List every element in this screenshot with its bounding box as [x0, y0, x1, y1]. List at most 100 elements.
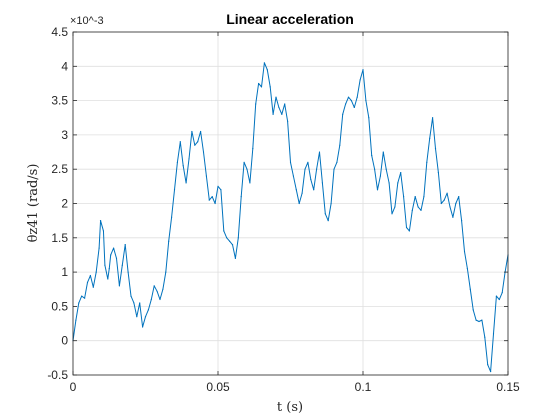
data-point — [229, 241, 230, 242]
data-point — [93, 287, 94, 288]
data-point — [130, 296, 131, 297]
data-point — [299, 203, 300, 204]
data-point — [139, 302, 140, 303]
data-point — [110, 254, 111, 255]
data-point — [333, 169, 334, 170]
data-point — [96, 272, 97, 273]
data-point — [203, 151, 204, 152]
data-point — [420, 210, 421, 211]
data-point — [151, 299, 152, 300]
data-point — [215, 203, 216, 204]
data-point — [351, 100, 352, 101]
data-point — [220, 189, 221, 190]
data-point — [302, 193, 303, 194]
data-point — [455, 203, 456, 204]
data-point — [142, 326, 143, 327]
data-point — [345, 103, 346, 104]
data-point — [426, 162, 427, 163]
data-point — [400, 172, 401, 173]
x-tick-label: 0.05 — [206, 380, 230, 394]
data-point — [177, 162, 178, 163]
data-point — [449, 206, 450, 207]
data-point — [255, 103, 256, 104]
data-point — [100, 220, 101, 221]
data-point — [296, 189, 297, 190]
x-tick-label: 0.15 — [496, 380, 520, 394]
data-point — [119, 285, 120, 286]
data-point — [409, 230, 410, 231]
data-point — [331, 203, 332, 204]
data-point — [487, 364, 488, 365]
data-point — [441, 203, 442, 204]
data-point — [235, 258, 236, 259]
data-point — [371, 155, 372, 156]
data-point — [217, 186, 218, 187]
data-point — [348, 97, 349, 98]
data-point — [261, 86, 262, 87]
data-point — [423, 196, 424, 197]
data-point — [128, 272, 129, 273]
data-point — [78, 302, 79, 303]
data-point — [81, 296, 82, 297]
data-point — [313, 189, 314, 190]
data-point — [397, 182, 398, 183]
data-point — [145, 316, 146, 317]
data-point — [87, 282, 88, 283]
data-point — [368, 117, 369, 118]
data-point — [374, 169, 375, 170]
data-point — [496, 296, 497, 297]
data-point — [484, 337, 485, 338]
data-point — [412, 210, 413, 211]
data-point — [360, 79, 361, 80]
data-point — [186, 182, 187, 183]
y-tick-label: 2.5 — [51, 162, 68, 176]
data-point — [377, 189, 378, 190]
data-point — [365, 100, 366, 101]
data-point — [223, 230, 224, 231]
data-point — [481, 320, 482, 321]
data-point — [200, 131, 201, 132]
data-point — [238, 237, 239, 238]
data-point — [380, 175, 381, 176]
data-point — [125, 244, 126, 245]
data-point — [493, 333, 494, 334]
data-point — [191, 131, 192, 132]
data-point — [339, 145, 340, 146]
data-point — [241, 196, 242, 197]
data-point — [461, 220, 462, 221]
y-tick-label: 4 — [61, 59, 68, 73]
data-point — [406, 227, 407, 228]
data-point — [490, 371, 491, 372]
data-point — [162, 289, 163, 290]
data-point — [258, 83, 259, 84]
data-point — [174, 189, 175, 190]
y-axis-label: θz41 (rad/s) — [26, 164, 41, 243]
data-point — [467, 268, 468, 269]
data-point — [478, 321, 479, 322]
y-tick-label: -0.5 — [47, 368, 68, 382]
data-point — [394, 206, 395, 207]
y-tick-label: 3.5 — [51, 94, 68, 108]
data-point — [270, 86, 271, 87]
data-point — [113, 247, 114, 248]
y-tick-label: 3 — [61, 128, 68, 142]
data-point — [104, 265, 105, 266]
y-axis-exponent-label: ×10^-3 — [70, 15, 104, 27]
data-point — [84, 298, 85, 299]
y-tick-label: 4.5 — [51, 25, 68, 39]
data-point — [99, 247, 100, 248]
data-point — [444, 199, 445, 200]
data-point — [499, 299, 500, 300]
data-point — [386, 169, 387, 170]
data-point — [278, 107, 279, 108]
data-point — [319, 151, 320, 152]
data-point — [133, 302, 134, 303]
data-point — [275, 97, 276, 98]
data-point — [188, 158, 189, 159]
data-point — [244, 162, 245, 163]
y-tick-label: 1 — [61, 265, 68, 279]
data-point — [354, 107, 355, 108]
data-point — [165, 272, 166, 273]
